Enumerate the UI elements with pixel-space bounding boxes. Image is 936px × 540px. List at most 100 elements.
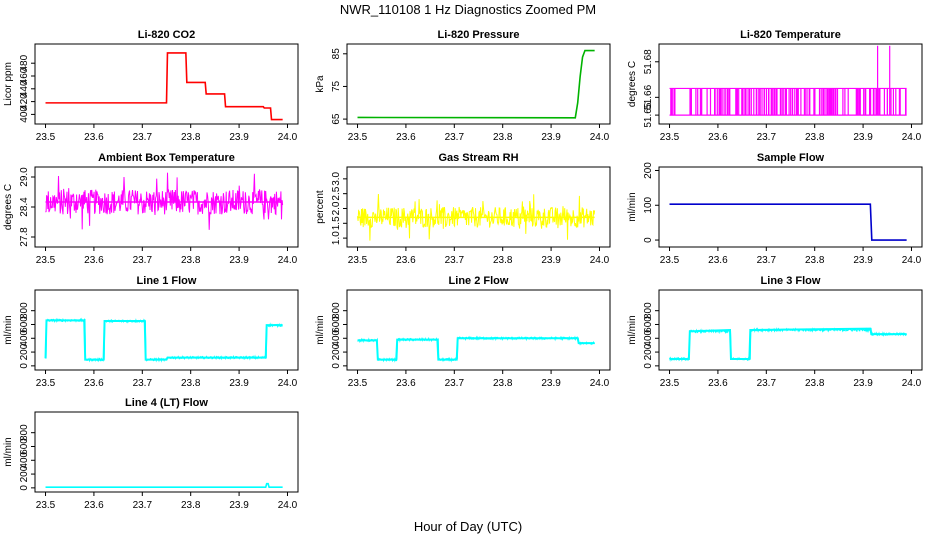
x-tick-label: 23.7 xyxy=(133,132,153,143)
panel-title: Line 3 Flow xyxy=(761,275,821,287)
plot-frame xyxy=(34,43,299,125)
plot-frame xyxy=(658,166,923,248)
series-group xyxy=(45,482,283,488)
y-axis-label: ml/min xyxy=(3,315,14,344)
x-tick-label: 23.9 xyxy=(541,132,561,143)
y-axis-label: kPa xyxy=(315,75,326,93)
panel-9: Line 3 Flow 23.5 23.6 23.7 23.8 23.9 24.0 0 2004… xyxy=(627,275,923,389)
y-axis-label: ml/min xyxy=(315,315,326,344)
panel-5: Gas Stream RH 23.5 23.6 23.7 23.8 23.9 24.0 1.0… xyxy=(315,152,611,266)
series-group xyxy=(357,335,596,363)
x-tick-label: 23.6 xyxy=(84,255,104,266)
y-tick-label: 800 xyxy=(19,424,30,441)
y-tick-label: 29.0 xyxy=(19,167,30,187)
y-tick-label: 51.65 xyxy=(643,102,654,127)
x-tick-label: 23.9 xyxy=(853,132,873,143)
x-tick-label: 23.7 xyxy=(133,378,153,389)
y-tick-label: 27.8 xyxy=(19,227,30,247)
y-tick-label: 1.0 xyxy=(331,231,342,245)
y-tick-label: 51.68 xyxy=(643,49,654,74)
x-tick-label: 23.9 xyxy=(229,500,249,511)
y-tick-label: 0 xyxy=(643,237,654,243)
x-tick-label: 23.9 xyxy=(229,378,249,389)
x-tick-label: 23.6 xyxy=(396,132,416,143)
figure-xlabel: Hour of Day (UTC) xyxy=(414,519,522,534)
x-tick-label: 23.8 xyxy=(181,132,201,143)
x-tick-label: 23.7 xyxy=(133,500,153,511)
x-tick-label: 23.5 xyxy=(348,378,368,389)
series-line xyxy=(357,337,595,361)
y-axis-label: ml/min xyxy=(627,315,638,344)
x-tick-label: 23.8 xyxy=(805,378,825,389)
y-tick-label: 100 xyxy=(643,196,654,213)
panel-title: Sample Flow xyxy=(757,152,825,164)
series-group xyxy=(669,327,908,362)
series-line xyxy=(357,49,595,119)
y-tick-label: 420 xyxy=(19,93,30,110)
series-group xyxy=(45,172,284,230)
x-tick-label: 23.9 xyxy=(853,255,873,266)
y-tick-label: 460 xyxy=(19,67,30,84)
plot-frame xyxy=(346,289,611,371)
x-tick-label: 23.7 xyxy=(133,255,153,266)
panel-6: Sample Flow 23.5 23.6 23.7 23.8 23.9 24.0 0 100 2… xyxy=(627,152,923,266)
panel-title: Line 1 Flow xyxy=(137,275,197,287)
x-tick-label: 23.8 xyxy=(805,255,825,266)
panel-3: Li-820 Temperature 23.5 23.6 23.7 23.8 23.9 24… xyxy=(627,29,923,143)
x-tick-label: 23.9 xyxy=(229,255,249,266)
y-tick-label: 85 xyxy=(331,48,342,60)
series-line xyxy=(669,203,907,241)
x-tick-label: 23.5 xyxy=(36,378,56,389)
x-tick-label: 23.7 xyxy=(757,132,777,143)
y-axis-label: ml/min xyxy=(627,192,638,221)
series-group xyxy=(669,45,907,116)
y-tick-label: 800 xyxy=(19,302,30,319)
y-tick-label: 400 xyxy=(19,106,30,123)
y-tick-label: 0 xyxy=(643,363,654,369)
x-tick-label: 24.0 xyxy=(278,500,298,511)
y-tick-label: 65 xyxy=(331,113,342,125)
y-tick-label: 400 xyxy=(331,329,342,346)
y-axis-label: percent xyxy=(315,190,326,224)
x-tick-label: 23.9 xyxy=(541,378,561,389)
y-axis-label: degrees C xyxy=(3,184,14,230)
x-tick-label: 23.6 xyxy=(84,500,104,511)
x-tick-label: 24.0 xyxy=(902,255,922,266)
y-tick-label: 800 xyxy=(643,302,654,319)
panel-title: Li-820 Temperature xyxy=(740,29,841,41)
plot-frame xyxy=(346,43,611,125)
panel-10: Line 4 (LT) Flow 23.5 23.6 23.7 23.8 23.9 24.0… xyxy=(3,397,299,511)
x-tick-label: 24.0 xyxy=(278,255,298,266)
series-noise xyxy=(45,317,283,363)
x-tick-label: 24.0 xyxy=(590,132,610,143)
x-tick-label: 24.0 xyxy=(902,378,922,389)
x-tick-label: 23.6 xyxy=(84,132,104,143)
panel-title: Line 4 (LT) Flow xyxy=(125,397,208,409)
plot-frame xyxy=(34,289,299,371)
x-tick-label: 24.0 xyxy=(590,255,610,266)
panel-1: Li-820 CO2 23.5 23.6 23.7 23.8 23.9 24.0 400420… xyxy=(3,29,299,143)
series-group xyxy=(45,52,283,121)
y-axis-label: Licor ppm xyxy=(3,62,14,106)
x-tick-label: 24.0 xyxy=(590,378,610,389)
panel-title: Ambient Box Temperature xyxy=(98,152,235,164)
x-tick-label: 23.9 xyxy=(853,378,873,389)
x-tick-label: 23.6 xyxy=(708,132,728,143)
y-tick-label: 400 xyxy=(19,329,30,346)
x-tick-label: 23.6 xyxy=(396,255,416,266)
x-tick-label: 23.5 xyxy=(348,255,368,266)
plot-frame xyxy=(658,289,923,371)
series-line xyxy=(669,45,907,116)
x-tick-label: 23.6 xyxy=(396,378,416,389)
y-tick-label: 2.0 xyxy=(331,201,342,215)
x-tick-label: 24.0 xyxy=(902,132,922,143)
series-noise xyxy=(357,335,596,363)
x-tick-label: 23.9 xyxy=(229,132,249,143)
x-tick-label: 23.9 xyxy=(541,255,561,266)
panel-2: Li-820 Pressure 23.5 23.6 23.7 23.8 23.9 24.0 6… xyxy=(315,29,611,143)
series-line xyxy=(669,327,907,360)
x-tick-label: 24.0 xyxy=(278,132,298,143)
x-tick-label: 23.7 xyxy=(757,378,777,389)
x-tick-label: 23.5 xyxy=(660,255,680,266)
y-tick-label: 400 xyxy=(19,451,30,468)
